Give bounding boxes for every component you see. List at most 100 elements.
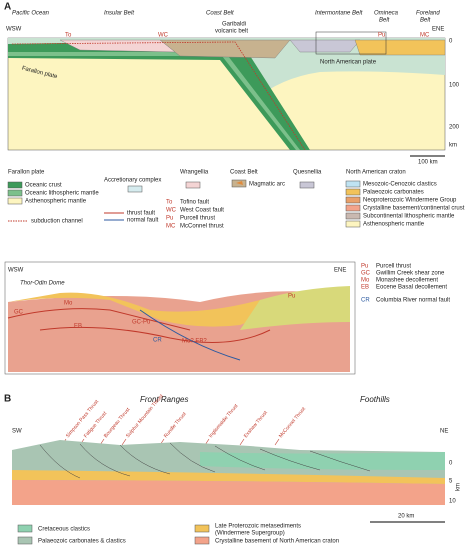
legend-title: Coast Belt (230, 170, 258, 176)
legend-item: Oceanic lithospheric mantle (25, 191, 99, 197)
inset-label: GC-Pu (132, 320, 150, 326)
thrust-label: Simpson Pass Thrust (65, 398, 100, 439)
abbrev-code: Mo (361, 278, 370, 284)
lithosphere (8, 38, 445, 100)
thrust-label: Inglismaldie Thrust (208, 403, 240, 439)
swatch (127, 185, 143, 193)
abbrev-text: Monashee decollement (376, 278, 438, 284)
inset-legend: Pu Purcell thrust GC Gwillim Creek shear zo… (361, 264, 450, 304)
swatch (345, 204, 361, 212)
legend-title: Accretionary complex (104, 178, 161, 184)
swatch (185, 181, 201, 189)
thrust-leader (239, 438, 245, 446)
windermere (8, 288, 350, 327)
panel-label: B (4, 394, 11, 405)
inset-box (315, 31, 387, 55)
abbrev-code: To (166, 200, 173, 206)
abbrev-text: Tofino fault (180, 200, 209, 206)
belt-label: Intermontane Belt (315, 11, 363, 17)
legend-item: normal fault (127, 218, 159, 224)
inset-label: Mo (64, 301, 73, 307)
depth-tick: 0 (449, 39, 453, 45)
depth-unit: km (449, 143, 457, 149)
legend-item: Subcontinental lithospheric mantle (363, 214, 455, 220)
legend-title: Quesnellia (293, 170, 322, 176)
depth-tick: 10 (449, 499, 456, 505)
swatch-detail (236, 181, 243, 185)
legend-item: Crystalline basement of North American c… (215, 539, 339, 545)
depth-unit: km (456, 483, 462, 491)
cretaceous (200, 452, 445, 470)
swatch (17, 524, 33, 533)
thrust-label: McConnel Thrust (278, 406, 307, 439)
belt-label: Belt (379, 18, 390, 24)
legend-item: Neoproterozoic Windermere Group (363, 198, 457, 204)
craton-legend: Mesozoic-Cenozoic clastics Palaeozoic car… (345, 180, 465, 228)
swatch (7, 181, 23, 189)
abbrev-code: EB (361, 285, 369, 291)
inset-label: GC (14, 310, 24, 316)
legend-item: Oceanic crust (25, 183, 62, 189)
subduction-channel (11, 41, 306, 151)
fault-label: To (65, 33, 72, 39)
direction: NE (440, 429, 448, 435)
abbrev-text: West Coast fault (180, 208, 224, 214)
direction: ENE (334, 268, 346, 274)
inset-label: EB (74, 324, 82, 330)
belt-label: Pacific Ocean (12, 11, 50, 17)
abbrev-code: WC (166, 208, 177, 214)
legend-item: Late Proterozoic metasediments (215, 524, 301, 530)
belt-label: Belt (420, 18, 431, 24)
legend-item: Cretaceous clastics (38, 527, 90, 533)
thrust-leader (274, 438, 280, 446)
plate-label: North American plate (320, 60, 377, 66)
inset-label: CR (153, 338, 162, 344)
thrust (39, 326, 271, 343)
abbrev-code: GC (361, 271, 371, 277)
thrust (7, 308, 191, 331)
swatch (17, 536, 33, 545)
swatch (345, 180, 361, 188)
swatch (194, 524, 210, 533)
legend-item: Palaeozoic carbonates & clastics (38, 539, 126, 545)
swatch (7, 197, 23, 205)
swatch (299, 181, 315, 189)
swatch (345, 220, 361, 228)
abbrev-code: Pu (166, 216, 173, 222)
legend-item: Mesozoic-Cenozoic clastics (363, 182, 437, 188)
legend-item: Magmatic arc (249, 182, 285, 188)
cross-section-b (12, 440, 445, 505)
depth-tick: 200 (449, 125, 460, 131)
abbrev-text: Eocene Basal decollement (376, 285, 447, 291)
direction: WSW (6, 27, 22, 33)
fault-label: MC (420, 33, 430, 39)
quesnellia (289, 39, 361, 53)
cover (240, 286, 350, 330)
legend-item: (Windermere Supergroup) (215, 531, 285, 537)
abbrev-text: McConnel thrust (180, 224, 224, 230)
scale-label: 100 km (418, 160, 438, 166)
depth-tick: 0 (449, 461, 453, 467)
fault-label: WC (158, 33, 169, 39)
thrust-leader (121, 438, 127, 446)
abbrev-code: MC (166, 224, 176, 230)
thrust-label: Exshaw Thrust (243, 410, 269, 440)
belt-label: Insular Belt (104, 11, 134, 17)
fault-traces (39, 442, 371, 479)
basement (12, 480, 445, 505)
abbrev-text: Gwillim Creek shear zone (376, 271, 445, 277)
belt-label: Coast Belt (206, 11, 234, 17)
normal-fault (139, 309, 241, 361)
legend-item: Asthenospheric mantle (363, 222, 425, 228)
cross-section-a (7, 31, 446, 151)
depth-tick: 100 (449, 83, 460, 89)
direction: ENE (432, 27, 444, 33)
legend-item: Crystalline basement/continental crust (363, 206, 465, 212)
abbrev-text: Columbia River normal fault (376, 298, 450, 304)
inset-section (7, 286, 350, 372)
region-label: Foothills (360, 395, 390, 404)
depth-tick: 5 (449, 479, 453, 485)
legend-item: thrust fault (127, 211, 155, 217)
